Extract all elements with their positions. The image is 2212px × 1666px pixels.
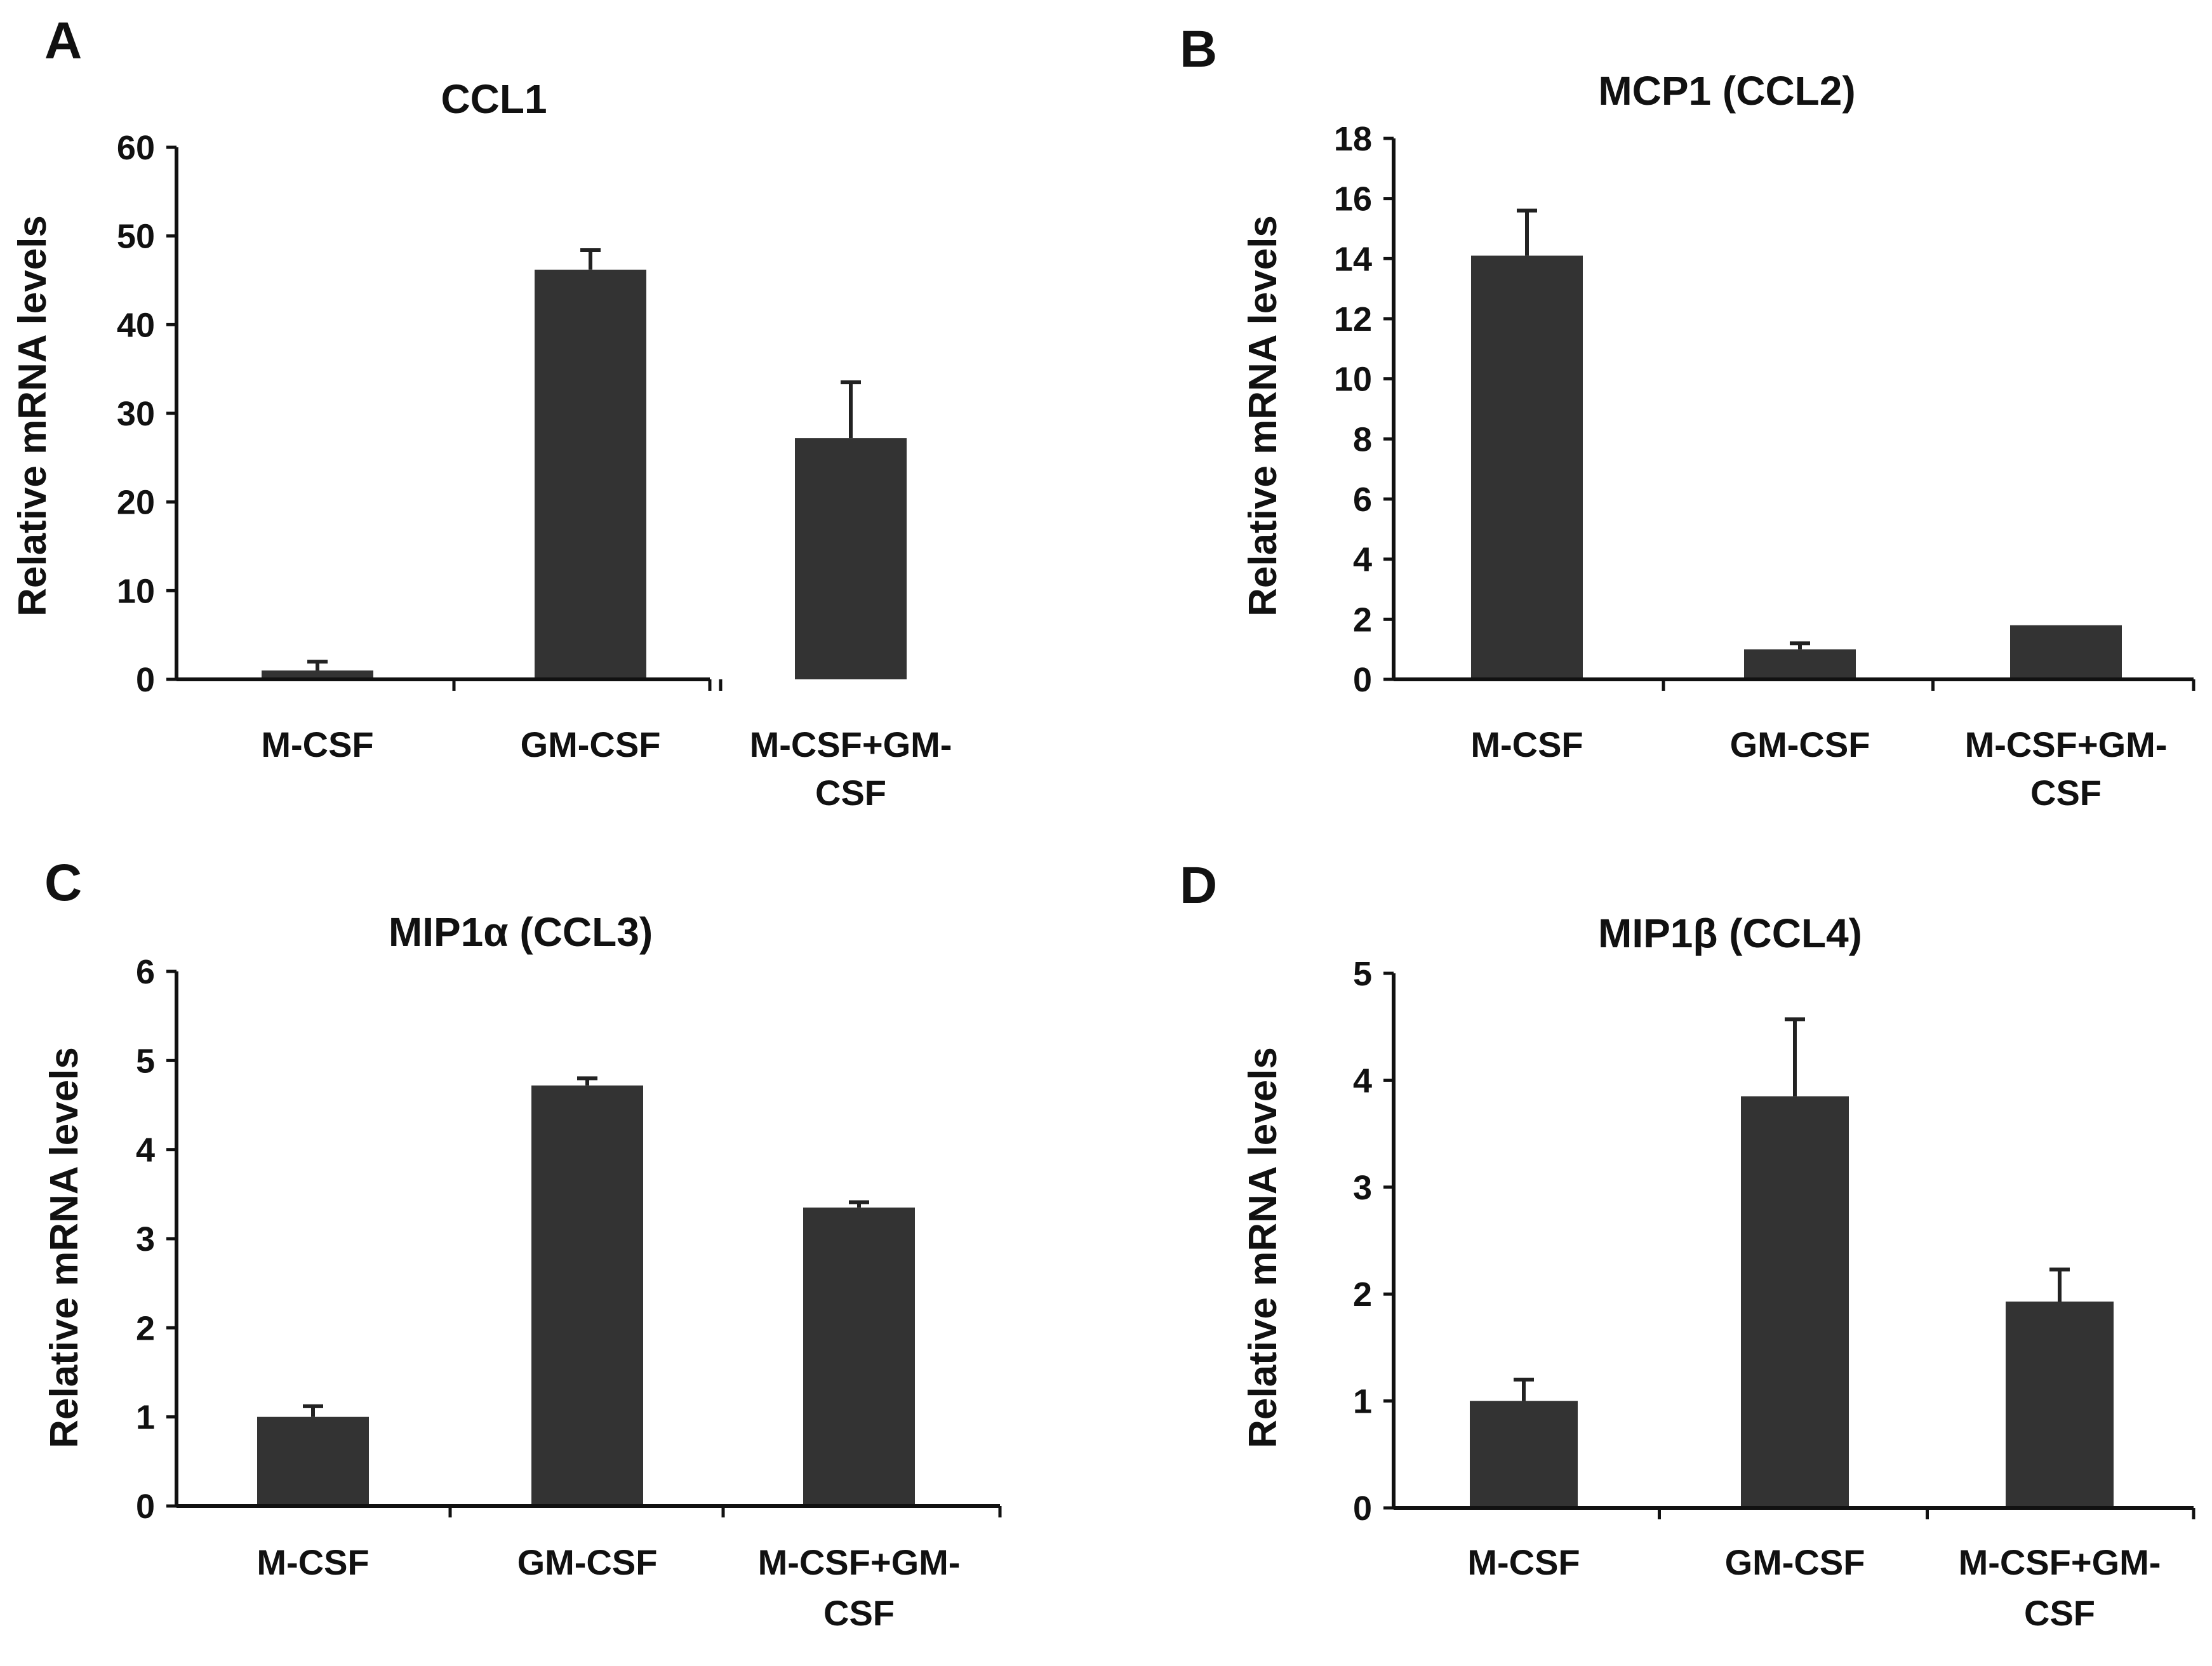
y-tick-label: 0 <box>136 661 155 699</box>
y-tick-label: 1 <box>136 1399 155 1437</box>
y-tick-label: 5 <box>136 1042 155 1080</box>
y-tick-label: 10 <box>117 572 155 610</box>
bar-2 <box>535 269 646 679</box>
y-tick-label: 10 <box>1334 361 1372 399</box>
y-tick-label: 6 <box>136 953 155 991</box>
x-category-label: M-CSF <box>1467 1542 1580 1582</box>
y-tick-label: 50 <box>117 218 155 256</box>
panel-letter: A <box>44 12 82 70</box>
bar-3 <box>2010 625 2122 679</box>
y-tick-label: 0 <box>136 1488 155 1526</box>
error-bar-1 <box>303 1404 323 1417</box>
chart-title: CCL1 <box>441 76 547 122</box>
bar-1 <box>1471 255 1583 680</box>
panel-letter: D <box>1180 856 1217 914</box>
bar-1 <box>262 670 373 679</box>
chart-title: MCP1 (CCL2) <box>1598 68 1855 114</box>
bar-3 <box>803 1207 915 1506</box>
x-category-label: GM-CSF <box>1730 724 1870 764</box>
chart-panel-b: B MCP1 (CCL2) Relative mRNA levels 0 2 4 6 8 10 1… <box>1180 20 2195 813</box>
bar-3 <box>2006 1301 2114 1508</box>
y-tick-label: 8 <box>1353 420 1372 458</box>
error-bar-1 <box>1517 208 1537 256</box>
y-tick-label: 16 <box>1334 180 1372 218</box>
panel-letter: C <box>44 854 82 912</box>
y-tick-label: 0 <box>1353 661 1372 699</box>
y-tick-label: 4 <box>1353 541 1372 579</box>
chart-title: MIP1β (CCL4) <box>1598 910 1862 956</box>
y-tick-label: 20 <box>117 484 155 522</box>
chart-panel-d: D MIP1β (CCL4) Relative mRNA levels 0 1 2 3 4 5 M… <box>1180 856 2195 1633</box>
y-tick-label: 2 <box>1353 601 1372 639</box>
x-category-label: CSF <box>823 1593 895 1633</box>
x-category-label: M-CSF <box>261 724 373 764</box>
y-tick-label: 0 <box>1353 1489 1372 1528</box>
y-tick-label: 12 <box>1334 300 1372 338</box>
y-tick-label: 2 <box>1353 1276 1372 1314</box>
error-bar-3 <box>2049 1267 2070 1302</box>
x-category-label: GM-CSF <box>1725 1542 1865 1582</box>
chart-title: MIP1α (CCL3) <box>389 909 653 955</box>
error-bar-3 <box>841 380 861 439</box>
x-category-label: CSF <box>815 773 886 813</box>
error-bar-1 <box>307 660 328 671</box>
bar-1 <box>1470 1401 1578 1508</box>
y-tick-label: 18 <box>1334 120 1372 158</box>
bar-3 <box>795 438 907 679</box>
x-category-label: M-CSF+GM- <box>750 724 952 764</box>
panel-letter: B <box>1180 20 1217 78</box>
error-bar-1 <box>1514 1377 1534 1401</box>
y-tick-label: 4 <box>1353 1062 1372 1100</box>
chart-panel-a: A CCL1 Relative mRNA levels 0 10 20 30 40 50 60 M-… <box>11 12 952 813</box>
error-bar-3 <box>849 1200 869 1208</box>
y-tick-label: 30 <box>117 395 155 433</box>
y-axis-label: Relative mRNA levels <box>11 215 55 616</box>
x-category-label: GM-CSF <box>521 724 661 764</box>
y-tick-label: 5 <box>1353 955 1372 993</box>
y-tick-label: 3 <box>136 1220 155 1258</box>
y-tick-label: 3 <box>1353 1169 1372 1207</box>
x-category-label: GM-CSF <box>517 1542 658 1582</box>
x-category-label: CSF <box>2030 773 2102 813</box>
x-category-label: M-CSF+GM- <box>758 1542 961 1582</box>
x-category-label: CSF <box>2024 1593 2095 1633</box>
x-category-label: M-CSF+GM- <box>1959 1542 2161 1582</box>
y-axis-label: Relative mRNA levels <box>1241 1047 1285 1448</box>
x-category-label: M-CSF <box>1470 724 1583 764</box>
y-tick-label: 40 <box>117 306 155 344</box>
y-tick-label: 1 <box>1353 1383 1372 1421</box>
error-bar-2 <box>1785 1017 1805 1096</box>
error-bar-2 <box>1790 641 1810 650</box>
y-tick-label: 14 <box>1334 240 1372 278</box>
y-tick-label: 60 <box>117 129 155 167</box>
error-bar-2 <box>580 248 601 270</box>
x-category-label: M-CSF+GM- <box>1965 724 2168 764</box>
y-tick-label: 2 <box>136 1309 155 1347</box>
error-bar-2 <box>577 1076 597 1086</box>
bar-1 <box>257 1416 369 1506</box>
bar-2 <box>1741 1096 1849 1508</box>
bar-2 <box>531 1085 643 1506</box>
x-category-label: M-CSF <box>257 1542 369 1582</box>
y-tick-label: 6 <box>1353 481 1372 519</box>
bar-2 <box>1744 649 1856 679</box>
y-axis-label: Relative mRNA levels <box>43 1047 86 1448</box>
chart-panel-c: C MIP1α (CCL3) Relative mRNA levels 0 1 2 3 4 5 6… <box>43 854 1002 1633</box>
y-tick-label: 4 <box>136 1131 155 1170</box>
y-axis-label: Relative mRNA levels <box>1241 215 1285 616</box>
